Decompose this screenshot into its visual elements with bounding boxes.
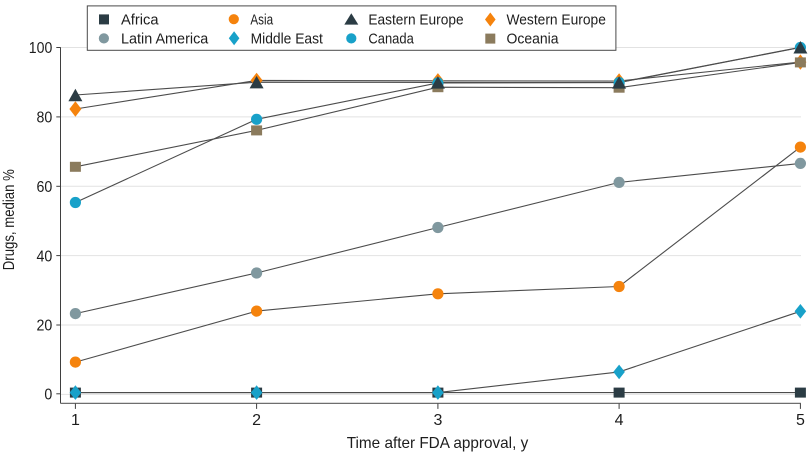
svg-text:Eastern Europe: Eastern Europe	[368, 12, 463, 29]
svg-text:5: 5	[796, 412, 805, 429]
svg-text:Africa: Africa	[121, 12, 159, 29]
svg-text:Western Europe: Western Europe	[507, 12, 606, 29]
svg-text:1: 1	[71, 412, 80, 429]
svg-text:60: 60	[37, 179, 53, 196]
svg-text:80: 80	[37, 110, 53, 127]
svg-text:Asia: Asia	[250, 12, 273, 29]
svg-text:20: 20	[37, 318, 53, 335]
svg-text:Canada: Canada	[368, 31, 414, 48]
svg-text:2: 2	[252, 412, 261, 429]
svg-text:Middle East: Middle East	[251, 31, 324, 48]
svg-text:40: 40	[37, 248, 53, 265]
svg-text:3: 3	[433, 412, 442, 429]
svg-text:Oceania: Oceania	[507, 31, 560, 48]
svg-text:Drugs, median %: Drugs, median %	[1, 169, 18, 270]
svg-text:0: 0	[44, 387, 52, 404]
svg-text:Time after FDA approval, y: Time after FDA approval, y	[347, 435, 529, 452]
svg-text:4: 4	[615, 412, 624, 429]
svg-text:100: 100	[29, 40, 53, 57]
svg-text:Latin America: Latin America	[121, 31, 209, 48]
